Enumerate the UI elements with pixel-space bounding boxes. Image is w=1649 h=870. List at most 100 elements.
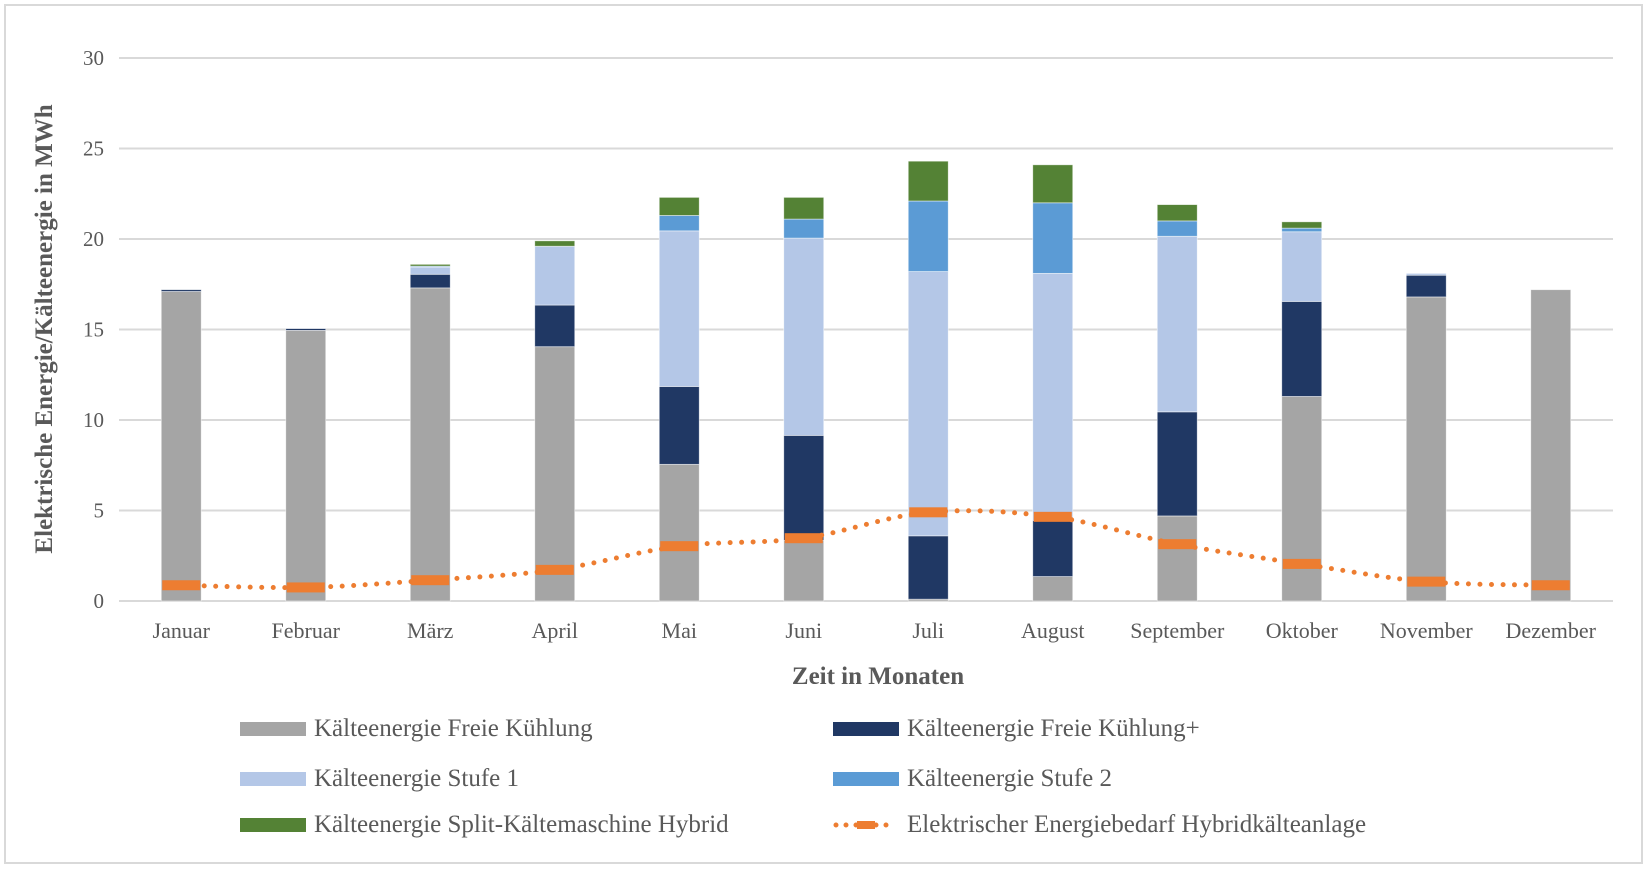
line-marker <box>162 580 201 591</box>
bar-segment <box>409 266 451 275</box>
x-tick-label: Dezember <box>1506 618 1597 643</box>
bar-segment <box>160 291 202 602</box>
bar-segment <box>1032 576 1074 602</box>
line-marker <box>1407 576 1446 587</box>
bar-segment <box>658 196 700 216</box>
bar-segment <box>1281 221 1323 229</box>
bar-segment <box>285 328 327 331</box>
legend-item-split-hybrid: Kälteenergie Split-Kältemaschine Hybrid <box>240 811 729 839</box>
bar-segment <box>1281 227 1323 233</box>
y-tick-label: 0 <box>94 589 105 613</box>
bar-segment <box>658 386 700 465</box>
line-marker <box>660 541 699 552</box>
x-tick-label: Juni <box>785 618 822 643</box>
y-tick-labels: 0 5 10 15 20 25 30 <box>83 46 104 613</box>
x-tick-label: Januar <box>153 618 211 643</box>
bar-segment <box>783 218 825 239</box>
legend-label: Kälteenergie Split-Kältemaschine Hybrid <box>314 811 729 838</box>
bar-segment <box>1281 301 1323 397</box>
bar-segment <box>285 330 327 602</box>
legend-label: Kälteenergie Stufe 2 <box>907 765 1113 792</box>
x-axis-title: Zeit in Monaten <box>792 663 964 690</box>
line-marker <box>784 533 823 544</box>
legend-label: Kälteenergie Stufe 1 <box>314 765 520 792</box>
bar-segment <box>1530 289 1572 602</box>
bar-segment <box>658 215 700 232</box>
x-tick-label: Oktober <box>1266 618 1339 643</box>
bar-segment <box>1156 411 1198 517</box>
x-tick-label: Juli <box>912 618 944 643</box>
bar-segment <box>1156 235 1198 413</box>
legend-swatch <box>240 722 306 736</box>
bar-segment <box>1405 272 1447 276</box>
legend-label: Elektrischer Energiebedarf Hybridkältean… <box>907 811 1367 838</box>
bar-segment <box>1405 296 1447 602</box>
bar-segment <box>1405 274 1447 298</box>
bars <box>160 160 1572 602</box>
line-marker <box>1033 511 1072 522</box>
bar-segment <box>534 240 576 247</box>
legend-swatch <box>240 818 306 832</box>
x-tick-label: November <box>1380 618 1474 643</box>
bar-segment <box>907 535 949 600</box>
line-series <box>162 507 1570 593</box>
x-tick-label: August <box>1021 618 1085 643</box>
x-tick-label: Februar <box>272 618 341 643</box>
bar-segment <box>1032 272 1074 521</box>
y-tick-label: 20 <box>83 227 104 251</box>
x-tick-label: September <box>1130 618 1225 643</box>
legend-item-stufe-2: Kälteenergie Stufe 2 <box>833 765 1112 793</box>
legend-swatch <box>833 722 899 736</box>
bar-segment <box>783 539 825 602</box>
bar-segment <box>1032 202 1074 274</box>
gridlines <box>119 57 1613 602</box>
bar-segment <box>1156 220 1198 237</box>
line-marker <box>411 575 450 586</box>
y-tick-label: 10 <box>83 408 104 432</box>
legend-swatch <box>833 772 899 786</box>
y-tick-label: 30 <box>83 46 104 70</box>
x-tick-label: April <box>532 618 578 643</box>
bar-segment <box>1156 515 1198 602</box>
bar-segment <box>907 200 949 272</box>
legend-line-swatch <box>833 821 899 829</box>
legend-item-freie-kuehlung: Kälteenergie Freie Kühlung <box>240 715 593 743</box>
bar-segment <box>409 273 451 289</box>
line-marker <box>1158 539 1197 550</box>
bar-segment <box>658 463 700 602</box>
x-tick-label: Mai <box>662 618 697 643</box>
bar-segment <box>160 289 202 292</box>
bar-segment <box>534 346 576 602</box>
legend-item-freie-kuehlung-plus: Kälteenergie Freie Kühlung+ <box>833 715 1200 743</box>
bar-segment <box>1032 164 1074 204</box>
x-tick-label: März <box>407 618 454 643</box>
bar-segment <box>534 245 576 306</box>
y-tick-label: 25 <box>83 137 104 161</box>
bar-segment <box>534 304 576 348</box>
line-marker <box>1531 580 1570 591</box>
legend-label: Kälteenergie Freie Kühlung <box>314 715 593 742</box>
bar-segment <box>1032 520 1074 577</box>
line-marker <box>1282 558 1321 569</box>
y-tick-label: 5 <box>94 499 105 523</box>
y-tick-label: 15 <box>83 318 104 342</box>
legend-label: Kälteenergie Freie Kühlung+ <box>907 715 1200 742</box>
bar-segment <box>783 237 825 436</box>
bar-segment <box>409 287 451 602</box>
legend-swatch <box>240 772 306 786</box>
line-marker <box>286 582 325 593</box>
bar-segment <box>409 263 451 267</box>
bar-segment <box>783 434 825 541</box>
legend-item-stufe-1: Kälteenergie Stufe 1 <box>240 765 519 793</box>
y-axis-title: Elektrische Energie/Kälteenergie in MWh <box>31 104 58 553</box>
line-path <box>178 508 1554 591</box>
x-tick-labels: Januar Februar März April Mai Juni Juli August S… <box>153 618 1597 643</box>
chart-frame <box>4 4 1643 864</box>
bar-segment <box>783 196 825 220</box>
bar-segment <box>907 271 949 537</box>
line-marker <box>909 507 948 518</box>
bar-segment <box>1156 204 1198 222</box>
line-marker <box>535 564 574 575</box>
bar-segment <box>658 230 700 387</box>
